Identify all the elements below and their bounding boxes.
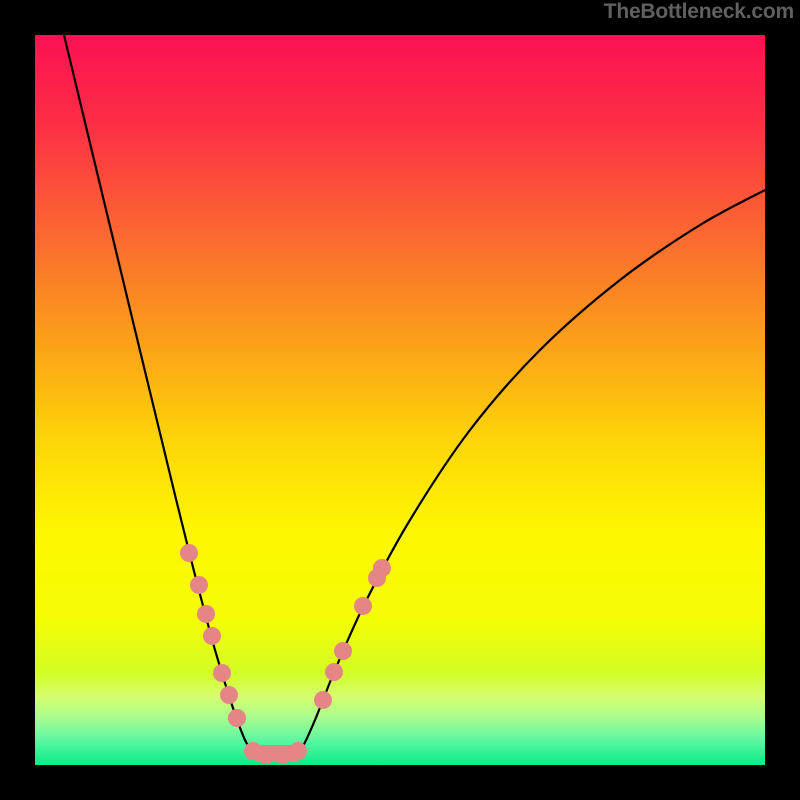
marker-point [373, 559, 391, 577]
marker-point [289, 742, 307, 760]
marker-point [354, 597, 372, 615]
plot-background [35, 35, 765, 765]
marker-point [314, 691, 332, 709]
marker-point [228, 709, 246, 727]
marker-point [197, 605, 215, 623]
marker-point [220, 686, 238, 704]
marker-point [213, 664, 231, 682]
marker-point [257, 746, 275, 764]
marker-point [203, 627, 221, 645]
marker-point [334, 642, 352, 660]
chart-container: TheBottleneck.com [0, 0, 800, 800]
marker-point [325, 663, 343, 681]
marker-point [190, 576, 208, 594]
marker-point [180, 544, 198, 562]
watermark-text: TheBottleneck.com [604, 0, 794, 24]
bottleneck-chart [0, 0, 800, 800]
